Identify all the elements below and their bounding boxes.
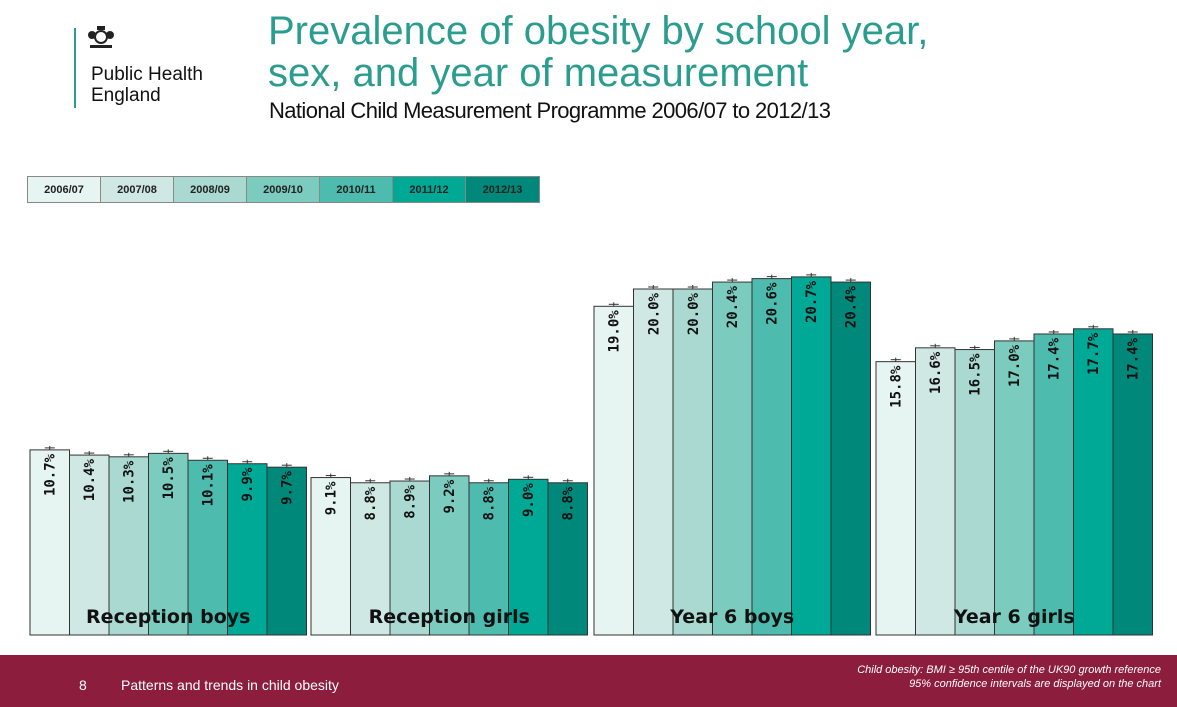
bar <box>830 281 871 636</box>
obesity-bar-chart: 10.7% 10.4% 10.3% 10.5% 10.1% 9.9% 9.7% Recepti… <box>29 272 1153 636</box>
bar <box>69 454 110 636</box>
data-label: 9.0% <box>521 483 537 517</box>
bar <box>310 477 351 636</box>
footer-note-line-1: Child obesity: BMI ≥ 95th centile of the… <box>857 664 1161 676</box>
data-label: 20.6% <box>765 282 781 325</box>
legend-item-2008-09: 2008/09 <box>174 177 247 202</box>
data-label: 17.4% <box>1047 337 1063 380</box>
data-label: 10.1% <box>201 464 217 507</box>
data-label: 8.8% <box>363 486 379 520</box>
bar <box>751 278 792 636</box>
data-label: 9.9% <box>240 467 256 501</box>
legend-item-2009-10: 2009/10 <box>247 177 320 202</box>
chart-legend: 2006/07 2007/08 2008/09 2009/10 2010/11 2011/… <box>27 176 540 203</box>
category-label: Reception girls <box>369 606 530 628</box>
bar <box>350 482 391 636</box>
footer-note-line-2: 95% confidence intervals are displayed o… <box>909 678 1161 690</box>
phe-logo: Public Health England <box>74 24 234 114</box>
data-label: 8.9% <box>403 484 419 518</box>
legend-item-2006-07: 2006/07 <box>28 177 101 202</box>
bar <box>547 482 588 636</box>
bar <box>593 305 634 636</box>
bar <box>633 288 674 636</box>
category-label: Year 6 girls <box>953 606 1075 628</box>
bar <box>994 340 1035 636</box>
data-label: 17.0% <box>1007 344 1023 387</box>
data-label: 9.7% <box>280 471 296 505</box>
data-label: 9.2% <box>442 479 458 513</box>
bar <box>875 361 916 636</box>
data-label: 20.4% <box>844 286 860 329</box>
legend-item-2007-08: 2007/08 <box>101 177 174 202</box>
legend-item-2011-12: 2011/12 <box>393 177 466 202</box>
data-label: 17.7% <box>1086 332 1102 375</box>
logo-divider <box>74 28 76 108</box>
data-label: 17.4% <box>1126 337 1142 380</box>
data-label: 10.7% <box>43 453 59 496</box>
bar <box>266 466 307 636</box>
slide-number: 8 <box>79 677 87 693</box>
data-label: 20.4% <box>725 286 741 329</box>
category-label: Reception boys <box>86 606 250 628</box>
bar <box>791 276 832 636</box>
page-title: Prevalence of obesity by school year, se… <box>268 10 928 94</box>
data-label: 16.6% <box>928 351 944 394</box>
bar <box>915 347 956 636</box>
data-label: 8.8% <box>482 486 498 520</box>
data-label: 10.5% <box>161 457 177 500</box>
bar <box>672 288 713 636</box>
legend-item-2010-11: 2010/11 <box>320 177 393 202</box>
bar <box>508 478 549 636</box>
data-label: 8.8% <box>561 486 577 520</box>
bar <box>29 449 70 636</box>
data-label: 16.5% <box>968 353 984 396</box>
bar <box>389 480 430 636</box>
data-label: 20.0% <box>686 292 702 335</box>
data-label: 20.0% <box>646 292 662 335</box>
footer-bar: 8 Patterns and trends in child obesity C… <box>0 655 1177 707</box>
bar <box>468 482 509 636</box>
bar <box>1112 333 1153 636</box>
data-label: 9.1% <box>324 481 340 515</box>
data-label: 15.8% <box>889 365 905 408</box>
category-label: Year 6 boys <box>669 606 794 628</box>
bar <box>429 475 470 636</box>
org-name: Public Health England <box>91 64 203 106</box>
title-line-2: sex, and year of measurement <box>268 51 809 95</box>
footer-title: Patterns and trends in child obesity <box>121 677 339 693</box>
data-label: 19.0% <box>607 310 623 353</box>
bar <box>227 463 268 636</box>
legend-item-2012-13: 2012/13 <box>466 177 539 202</box>
bar <box>712 281 753 636</box>
data-label: 10.3% <box>122 460 138 503</box>
title-line-1: Prevalence of obesity by school year, <box>268 9 929 53</box>
data-label: 20.7% <box>804 280 820 323</box>
page-subtitle: National Child Measurement Programme 200… <box>269 98 831 123</box>
footer-note: Child obesity: BMI ≥ 95th centile of the… <box>857 663 1161 691</box>
royal-crest-icon <box>88 26 114 48</box>
data-label: 10.4% <box>82 459 98 502</box>
bar <box>108 456 149 636</box>
